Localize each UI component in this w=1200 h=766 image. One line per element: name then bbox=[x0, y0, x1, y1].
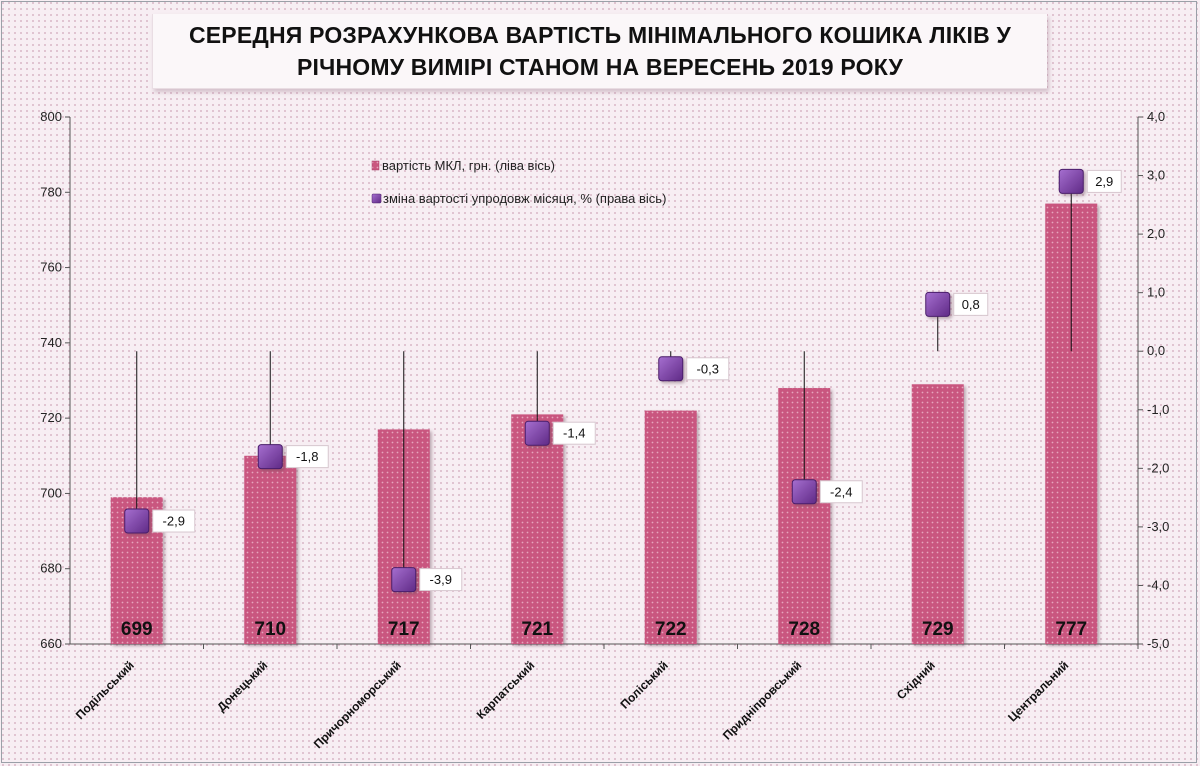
legend-group: вартість МКЛ, грн. (ліва вісь) зміна варт… bbox=[371, 158, 666, 206]
category-label: Центральний bbox=[1005, 658, 1071, 724]
right-axis-tick-label: 1,0 bbox=[1147, 285, 1165, 300]
change-value-label: 2,9 bbox=[1095, 174, 1113, 189]
change-label-box bbox=[953, 292, 989, 316]
change-label-box bbox=[285, 445, 329, 469]
bar-value-label: 777 bbox=[1055, 619, 1087, 640]
change-marker-7 bbox=[925, 291, 951, 317]
change-value-label: -2,4 bbox=[830, 484, 852, 499]
change-marker-3 bbox=[391, 567, 417, 593]
bar-2 bbox=[244, 455, 297, 644]
chart-title-line-2: РІЧНОМУ ВИМІРІ СТАНОМ НА ВЕРЕСЕНЬ 2019 Р… bbox=[296, 54, 904, 80]
markers-group bbox=[124, 168, 1084, 593]
left-axis-tick-label: 760 bbox=[40, 260, 62, 275]
change-value-label: -3,9 bbox=[430, 572, 452, 587]
left-axis-tick-label: 780 bbox=[40, 184, 62, 199]
left-axis-tick-label: 700 bbox=[40, 485, 62, 500]
legend-swatch-change bbox=[371, 193, 382, 204]
change-marker-8 bbox=[1058, 168, 1084, 194]
category-label: Карпатський bbox=[474, 658, 538, 722]
category-label: Причорноморський bbox=[311, 658, 404, 751]
right-axis-tick-label: -5,0 bbox=[1147, 636, 1169, 651]
bar-value-label: 721 bbox=[521, 619, 553, 640]
right-axis-tick-label: -2,0 bbox=[1147, 460, 1169, 475]
bar-value-label: 728 bbox=[788, 619, 820, 640]
change-marker-5 bbox=[658, 356, 684, 382]
change-value-label: -1,4 bbox=[563, 426, 585, 441]
category-label: Донецький bbox=[214, 658, 270, 714]
change-label-box bbox=[152, 509, 196, 533]
change-value-label: -2,9 bbox=[163, 514, 185, 529]
left-axis-tick-label: 800 bbox=[40, 109, 62, 124]
left-axis-tick-label: 660 bbox=[40, 636, 62, 651]
change-label-box bbox=[419, 568, 463, 592]
chart-title-line-1: СЕРЕДНЯ РОЗРАХУНКОВА ВАРТІСТЬ МІНІМАЛЬНО… bbox=[188, 22, 1012, 48]
bar-7 bbox=[911, 384, 964, 644]
category-label: Придніпровський bbox=[720, 658, 804, 742]
change-label-box bbox=[1086, 169, 1122, 193]
bar-5 bbox=[644, 410, 697, 644]
bar-4 bbox=[511, 414, 564, 644]
right-axis-tick-label: 0,0 bbox=[1147, 343, 1165, 358]
legend-label-change: зміна вартості упродовж місяця, % (права… bbox=[383, 191, 666, 206]
bar-value-label: 729 bbox=[922, 619, 954, 640]
change-marker-2 bbox=[257, 444, 283, 470]
change-label-box bbox=[686, 357, 730, 381]
legend-swatch-bars bbox=[371, 160, 380, 171]
right-axis-tick-label: 3,0 bbox=[1147, 168, 1165, 183]
bars-group bbox=[110, 203, 1098, 645]
right-axis-tick-label: 4,0 bbox=[1147, 109, 1165, 124]
change-marker-4 bbox=[524, 420, 550, 446]
chart-title-box: СЕРЕДНЯ РОЗРАХУНКОВА ВАРТІСТЬ МІНІМАЛЬНО… bbox=[152, 14, 1047, 89]
change-label-box bbox=[552, 421, 596, 445]
category-label: Поліський bbox=[618, 658, 671, 711]
change-value-label: -0,3 bbox=[697, 361, 719, 376]
right-axis-tick-label: 2,0 bbox=[1147, 226, 1165, 241]
bar-value-label: 717 bbox=[388, 619, 420, 640]
left-axis-tick-label: 740 bbox=[40, 335, 62, 350]
change-label-box bbox=[819, 480, 863, 504]
bar-value-label: 722 bbox=[655, 619, 687, 640]
labels-group: 699 -2,9 Подільський 710 -1,8 Донецький 717 -3,… bbox=[73, 169, 1122, 751]
left-axis-tick-label: 680 bbox=[40, 561, 62, 576]
right-axis-tick-label: -1,0 bbox=[1147, 402, 1169, 417]
legend-label-bars: вартість МКЛ, грн. (ліва вісь) bbox=[382, 158, 555, 173]
change-value-label: -1,8 bbox=[296, 449, 318, 464]
right-axis-tick-label: -4,0 bbox=[1147, 577, 1169, 592]
bar-value-label: 699 bbox=[121, 619, 153, 640]
change-value-label: 0,8 bbox=[962, 297, 980, 312]
left-axis-tick-label: 720 bbox=[40, 410, 62, 425]
change-marker-1 bbox=[124, 508, 150, 534]
stems-group bbox=[136, 181, 1072, 580]
category-label: Подільський bbox=[73, 658, 137, 722]
bar-value-label: 710 bbox=[254, 619, 286, 640]
right-axis-tick-label: -3,0 bbox=[1147, 519, 1169, 534]
category-label: Східний bbox=[894, 658, 938, 702]
change-marker-6 bbox=[791, 479, 817, 505]
